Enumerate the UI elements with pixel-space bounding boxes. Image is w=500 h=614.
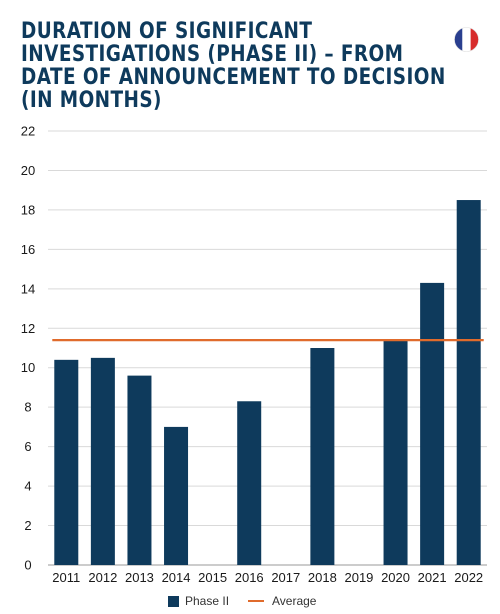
chart-title: DURATION OF SIGNIFICANT INVESTIGATIONS (… xyxy=(21,18,446,113)
x-tick-label: 2011 xyxy=(52,570,80,585)
flag-white-band xyxy=(462,27,471,52)
bar xyxy=(127,375,152,565)
legend: Phase II Average xyxy=(0,594,500,612)
legend-item-average: Average xyxy=(248,594,316,608)
title-line-4: (IN MONTHS) xyxy=(21,87,162,113)
y-tick-label: 0 xyxy=(24,558,31,573)
bar xyxy=(90,357,115,565)
y-tick-label: 8 xyxy=(24,400,31,415)
y-tick-label: 6 xyxy=(24,439,31,454)
bar xyxy=(54,359,79,565)
x-tick-label: 2022 xyxy=(454,570,483,585)
x-tick-label: 2018 xyxy=(308,570,337,585)
legend-line-swatch xyxy=(248,600,264,602)
bar xyxy=(237,401,262,565)
x-tick-label: 2015 xyxy=(198,570,227,585)
y-tick-label: 4 xyxy=(24,479,31,494)
bar xyxy=(164,426,189,565)
y-tick-label: 22 xyxy=(21,124,35,139)
legend-item-phase-ii: Phase II xyxy=(168,594,229,608)
y-tick-label: 10 xyxy=(21,360,35,375)
bar xyxy=(310,348,335,565)
y-tick-label: 20 xyxy=(21,163,35,178)
legend-label-average: Average xyxy=(272,594,317,608)
x-tick-label: 2017 xyxy=(271,570,300,585)
legend-label-phase-ii: Phase II xyxy=(185,594,230,608)
x-tick-label: 2021 xyxy=(418,570,447,585)
x-tick-label: 2020 xyxy=(381,570,410,585)
y-tick-label: 14 xyxy=(21,281,35,296)
y-tick-label: 18 xyxy=(21,202,35,217)
title-line-3: DATE OF ANNOUNCEMENT TO DECISION xyxy=(21,64,446,90)
legend-bar-swatch xyxy=(168,595,179,607)
x-tick-label: 2014 xyxy=(162,570,191,585)
y-tick-label: 16 xyxy=(21,242,35,257)
x-tick-label: 2012 xyxy=(88,570,117,585)
y-tick-label: 12 xyxy=(21,321,35,336)
x-tick-label: 2016 xyxy=(235,570,264,585)
title-line-2: INVESTIGATIONS (PHASE II) – FROM xyxy=(21,41,404,67)
x-tick-label: 2019 xyxy=(344,570,373,585)
bar xyxy=(383,340,408,565)
bar xyxy=(456,200,481,565)
y-tick-label: 2 xyxy=(24,518,31,533)
france-flag-icon xyxy=(454,27,479,52)
x-tick-label: 2013 xyxy=(125,570,154,585)
flag-blue-band xyxy=(454,27,463,52)
title-line-1: DURATION OF SIGNIFICANT xyxy=(21,18,313,44)
bar xyxy=(420,282,445,565)
flag-red-band xyxy=(470,27,479,52)
